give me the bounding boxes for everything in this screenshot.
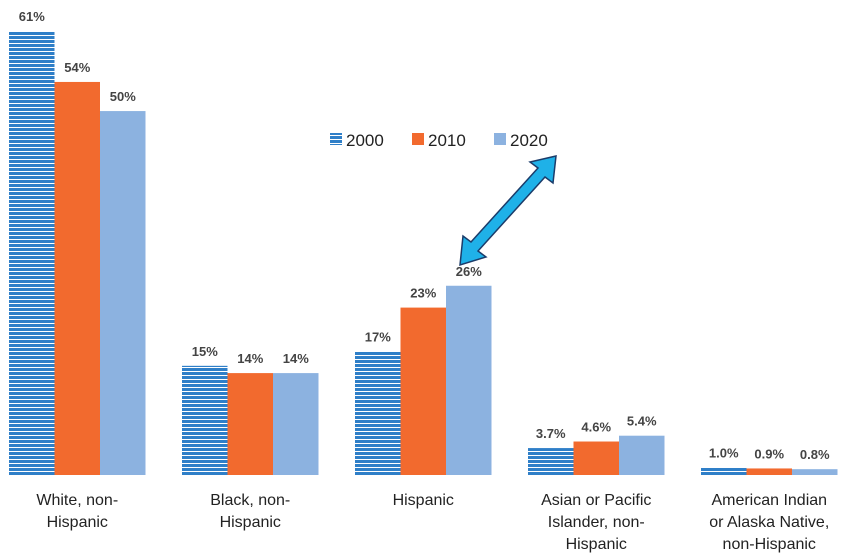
bar <box>573 441 619 475</box>
bar <box>355 351 401 475</box>
legend-swatch <box>330 133 342 145</box>
legend-swatch <box>412 133 424 145</box>
arrow <box>459 155 557 267</box>
value-label: 1.0% <box>709 446 739 461</box>
bar <box>273 373 319 475</box>
value-label: 23% <box>410 286 436 301</box>
value-label: 0.8% <box>800 447 830 462</box>
bar <box>182 365 228 475</box>
value-label: 0.9% <box>754 446 784 461</box>
bar <box>400 307 446 475</box>
value-label: 15% <box>192 344 218 359</box>
legend-label: 2010 <box>428 131 466 150</box>
x-tick-label: Hispanic <box>393 492 454 509</box>
value-label: 50% <box>110 89 136 104</box>
legend-label: 2020 <box>510 131 548 150</box>
value-label: 4.6% <box>581 420 611 435</box>
bar <box>792 469 838 475</box>
value-label: 14% <box>283 351 309 366</box>
bar <box>54 81 100 476</box>
bar <box>446 285 492 475</box>
x-tick-label: Asian or Pacific Islander, non-Hispanic <box>541 492 651 553</box>
x-tick-label: Black, non-Hispanic <box>210 492 290 531</box>
bar <box>701 467 747 475</box>
value-label: 17% <box>365 329 391 344</box>
x-tick-label: American Indian or Alaska Native, non-Hisp… <box>709 492 829 553</box>
value-label: 61% <box>19 9 45 24</box>
bar <box>9 31 55 475</box>
value-label: 14% <box>237 351 263 366</box>
bar <box>746 468 792 475</box>
x-tick-label: White, non-Hispanic <box>36 492 118 531</box>
value-label: 26% <box>456 264 482 279</box>
value-label: 3.7% <box>536 426 566 441</box>
legend-label: 2000 <box>346 131 384 150</box>
bar <box>528 448 574 475</box>
legend-swatch <box>494 133 506 145</box>
bar <box>619 435 665 475</box>
bar <box>227 373 273 475</box>
value-label: 54% <box>64 60 90 75</box>
value-label: 5.4% <box>627 414 657 429</box>
bar <box>100 111 146 475</box>
